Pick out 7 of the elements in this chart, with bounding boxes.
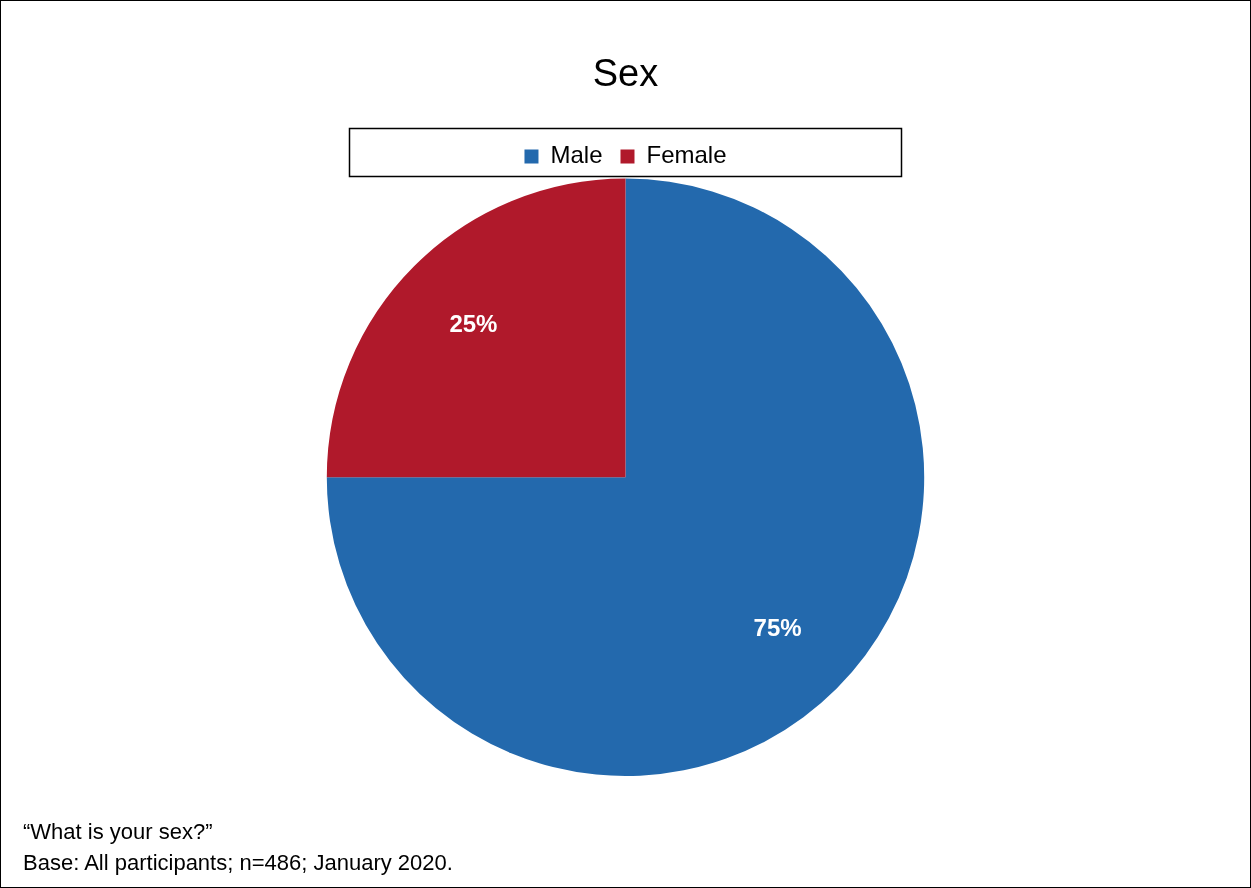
chart-title: Sex — [592, 52, 659, 95]
text: Base: All participants; n=486; January 2020. — [23, 849, 453, 877]
legend-label: Female — [646, 141, 727, 169]
text: “What is your sex?” — [23, 818, 214, 846]
data-label: 75% — [753, 614, 802, 641]
data-label: 25% — [449, 309, 498, 337]
legend-label: Male — [550, 141, 603, 169]
